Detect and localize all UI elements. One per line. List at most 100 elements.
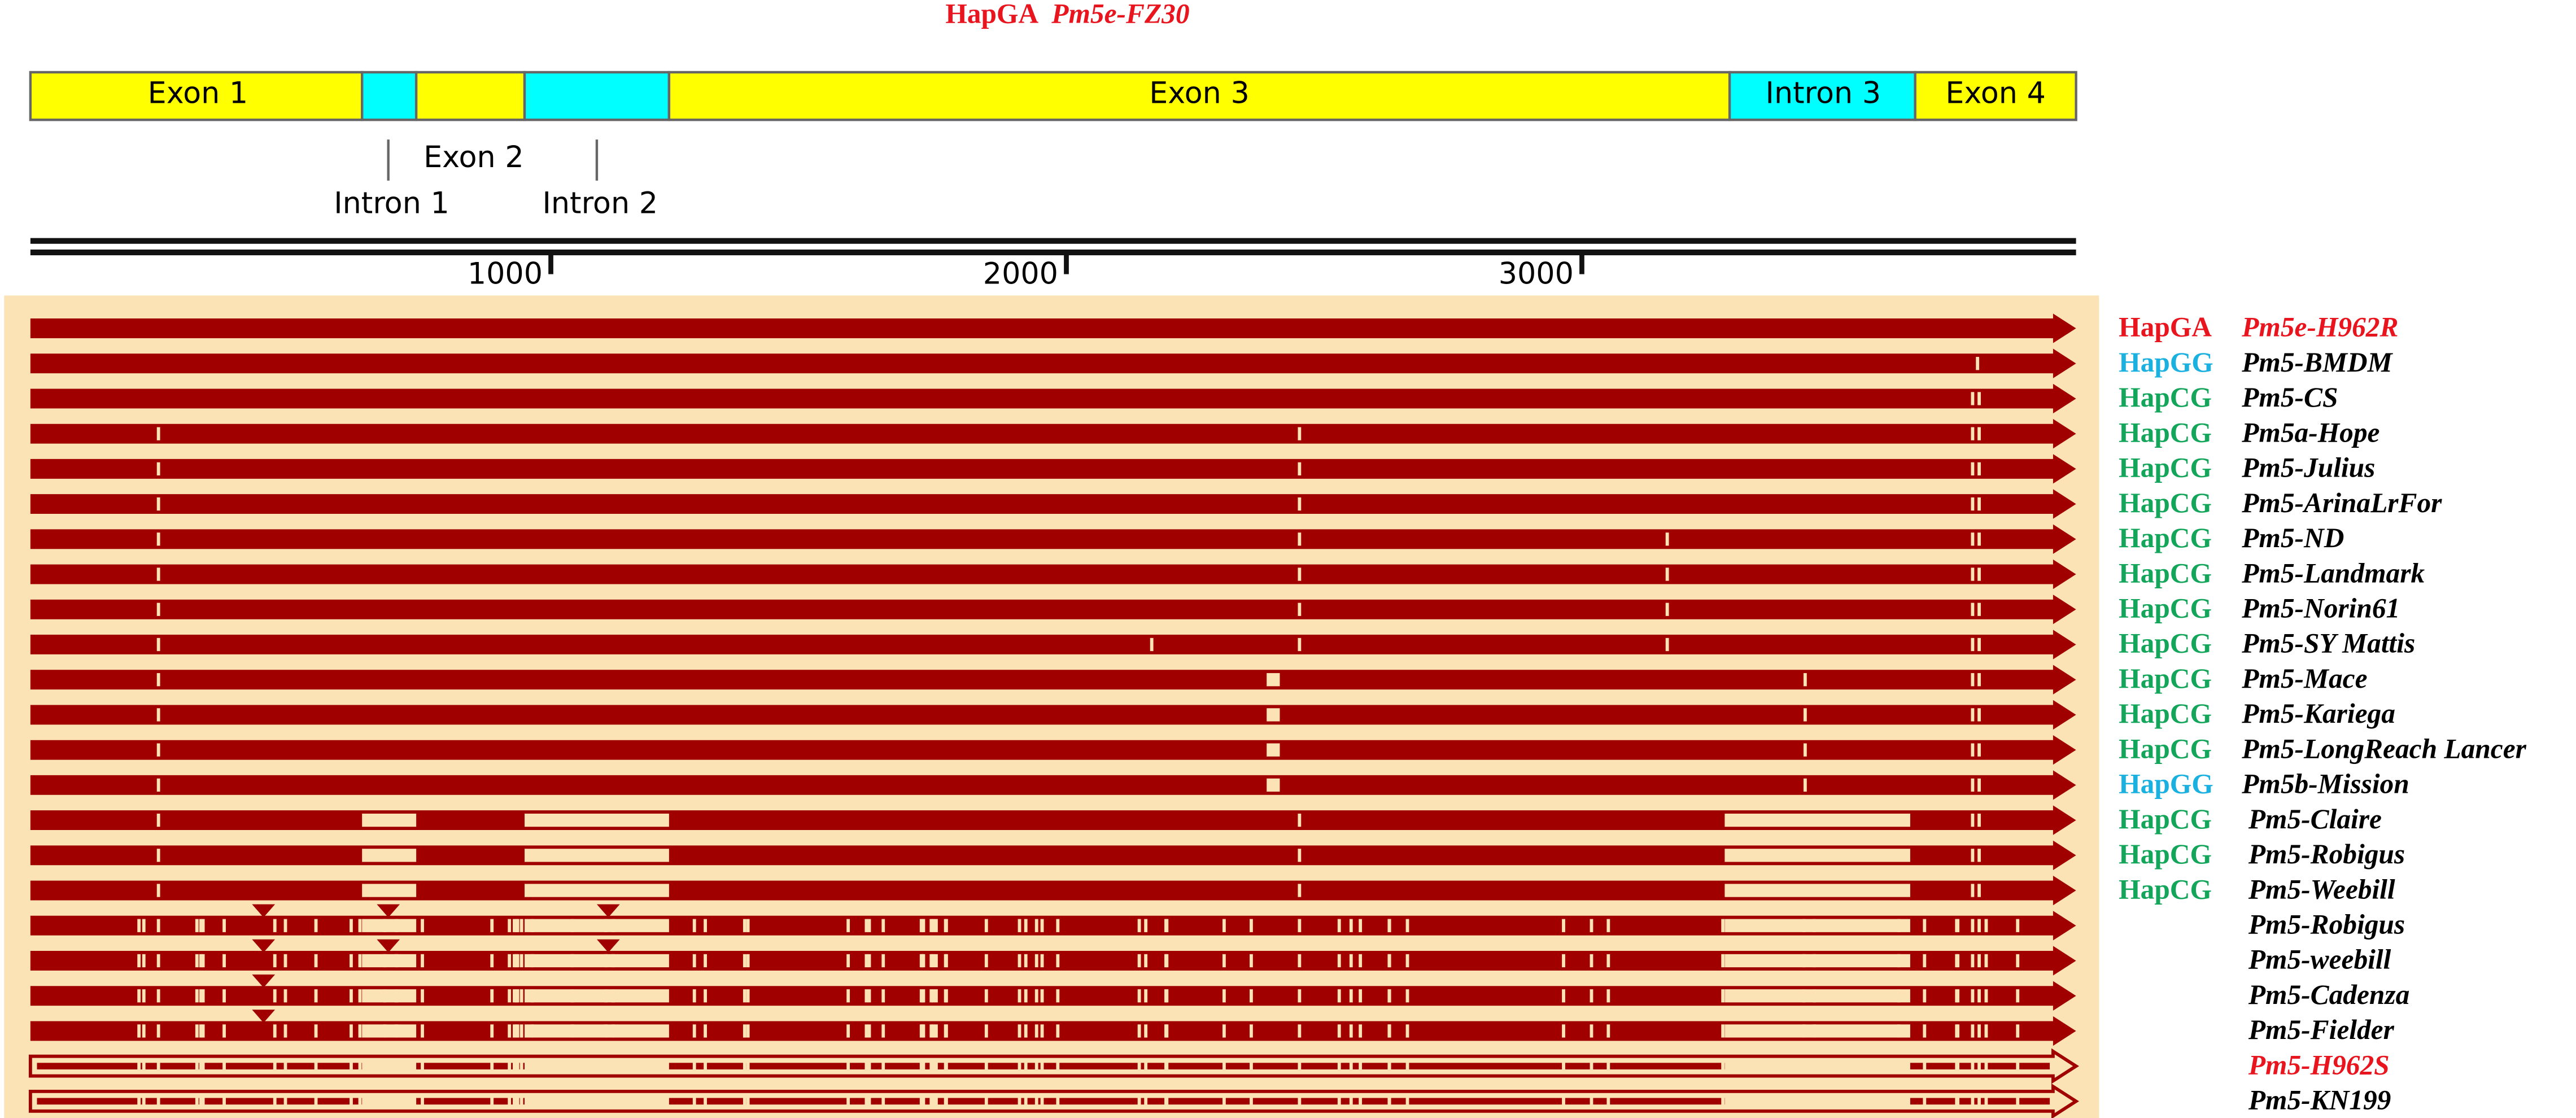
variant xyxy=(421,989,424,1003)
variant xyxy=(945,1059,948,1073)
variant xyxy=(395,1059,399,1073)
variant xyxy=(490,954,494,968)
variant xyxy=(142,1024,146,1038)
variant xyxy=(1137,954,1141,968)
indel xyxy=(362,919,417,932)
variant xyxy=(156,708,160,722)
variant xyxy=(314,954,318,968)
indel xyxy=(1724,989,1910,1003)
variant xyxy=(519,989,523,1003)
sequence-arrow xyxy=(30,630,2076,660)
variant xyxy=(513,1094,516,1108)
variant xyxy=(746,1024,750,1038)
variant xyxy=(1222,919,1226,932)
variant xyxy=(358,989,362,1003)
variant xyxy=(1034,954,1038,968)
variant xyxy=(935,1059,938,1073)
variant xyxy=(984,1094,988,1108)
variant xyxy=(142,919,146,932)
exon xyxy=(667,71,1731,121)
variant xyxy=(199,989,203,1003)
variant xyxy=(195,989,199,1003)
variant xyxy=(1250,1094,1253,1108)
variant xyxy=(1024,1059,1028,1073)
variant xyxy=(137,1059,141,1073)
haplotype-label: HapCG xyxy=(2119,838,2212,870)
indel xyxy=(1724,954,1910,968)
variant xyxy=(612,1024,615,1038)
variant xyxy=(1977,637,1981,652)
variant xyxy=(1405,954,1409,968)
indel xyxy=(1724,919,1910,932)
variant xyxy=(156,1094,160,1108)
variant xyxy=(1955,1024,1959,1038)
variant xyxy=(1590,954,1593,968)
accession-name: Pm5b-Mission xyxy=(2241,768,2409,800)
variant xyxy=(1977,954,1981,968)
variant xyxy=(350,1059,353,1073)
indel xyxy=(1724,1059,1910,1073)
variant xyxy=(519,1094,523,1108)
exon xyxy=(1914,71,2077,121)
variant xyxy=(395,1024,399,1038)
sequence-arrow xyxy=(30,911,2076,941)
variant xyxy=(530,989,534,1003)
variant xyxy=(1359,989,1363,1003)
variant xyxy=(1040,989,1044,1003)
variant xyxy=(314,1094,318,1108)
sequence-arrow xyxy=(30,454,2076,484)
variant xyxy=(692,919,696,932)
variant xyxy=(395,919,399,932)
variant xyxy=(1040,1024,1044,1038)
variant xyxy=(156,884,160,897)
ruler-tick xyxy=(548,254,553,274)
variant xyxy=(383,1094,387,1108)
variant xyxy=(156,1059,160,1073)
variant xyxy=(508,1024,512,1038)
variant xyxy=(1298,919,1302,932)
variant xyxy=(1040,1094,1044,1108)
variant xyxy=(273,1024,277,1038)
ruler-line xyxy=(30,238,2076,244)
variant xyxy=(1144,1094,1148,1108)
sequence-arrow xyxy=(30,981,2076,1011)
variant xyxy=(881,1024,885,1038)
variant xyxy=(1897,1024,1901,1038)
variant xyxy=(1349,919,1353,932)
accession-name: Pm5-LongReach Lancer xyxy=(2241,733,2526,764)
variant xyxy=(1721,919,1725,932)
variant xyxy=(513,1024,516,1038)
indel xyxy=(525,884,669,897)
variant xyxy=(530,919,534,932)
variant xyxy=(1802,989,1806,1003)
indel xyxy=(362,989,417,1003)
variant xyxy=(1405,919,1409,932)
variant xyxy=(704,1094,707,1108)
sequence-arrow xyxy=(30,946,2076,976)
indel xyxy=(362,1059,417,1073)
variant xyxy=(867,1059,871,1073)
variant xyxy=(1977,1059,1981,1073)
variant xyxy=(1137,1059,1141,1073)
variant xyxy=(604,1024,608,1038)
indel xyxy=(1267,708,1280,722)
variant xyxy=(922,1024,925,1038)
variant xyxy=(1144,954,1148,968)
segment-label: Exon 2 xyxy=(423,140,524,174)
accession-name: Pm5-Kariega xyxy=(2241,698,2395,729)
variant xyxy=(199,1094,203,1108)
variant xyxy=(137,989,141,1003)
variant xyxy=(1971,532,1975,546)
variant xyxy=(984,919,988,932)
variant xyxy=(1359,1024,1363,1038)
variant xyxy=(1298,427,1302,440)
variant xyxy=(1971,497,1975,511)
variant xyxy=(513,989,516,1003)
indel xyxy=(525,954,669,968)
variant xyxy=(314,1024,318,1038)
variant xyxy=(156,1024,160,1038)
alignment: HapGA Pm5e-H962R HapGG Pm5-BMDM HapCG Pm5-CS H… xyxy=(28,312,2527,1118)
variant xyxy=(1250,989,1253,1003)
variant xyxy=(1018,954,1021,968)
